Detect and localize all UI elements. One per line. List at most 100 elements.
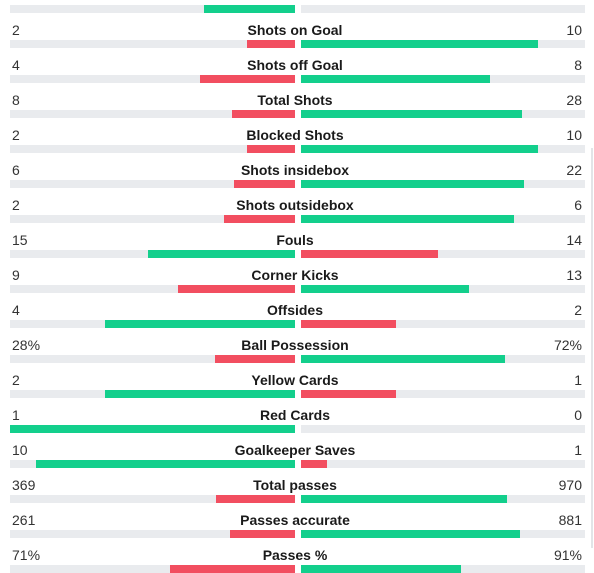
- home-bar-fill: [147, 250, 295, 258]
- stat-label: Goalkeeper Saves: [234, 442, 356, 458]
- home-bar-fill: [231, 110, 295, 118]
- scrollbar-edge: [591, 148, 593, 548]
- away-bar-track: [301, 285, 585, 293]
- home-bar-track: [10, 320, 295, 328]
- home-value: 4: [12, 302, 20, 318]
- home-bar-track: [10, 75, 295, 83]
- away-bar-track: [301, 530, 585, 538]
- away-bar-track: [301, 425, 585, 433]
- home-bar-fill: [170, 565, 295, 573]
- away-bar-track: [301, 180, 585, 188]
- home-value: 28%: [12, 337, 41, 353]
- stat-row: 28% Ball Possession 72%: [0, 328, 590, 363]
- away-bar-track: [301, 5, 585, 13]
- stat-row: 2 Shots on Goal 10: [0, 13, 590, 48]
- stat-label: Shots outsidebox: [236, 197, 354, 213]
- away-value: 6: [574, 197, 582, 213]
- home-bar-fill: [35, 460, 295, 468]
- home-value: 15: [12, 232, 28, 248]
- home-bar-track: [10, 110, 295, 118]
- home-value: 71%: [12, 547, 41, 563]
- home-value: 2: [12, 127, 20, 143]
- away-bar-fill: [301, 320, 396, 328]
- stat-row: 10 Goalkeeper Saves 1: [0, 433, 590, 468]
- away-bar-fill: [301, 460, 327, 468]
- stat-row: 369 Total passes 970: [0, 468, 590, 503]
- home-value: 6: [12, 162, 20, 178]
- away-bar-track: [301, 75, 585, 83]
- home-bar-track: [10, 530, 295, 538]
- stat-label: Passes %: [262, 547, 328, 563]
- home-bar-track: [10, 565, 295, 573]
- stat-label: Shots on Goal: [247, 22, 343, 38]
- stat-label: Fouls: [276, 232, 314, 248]
- home-bar-track: [10, 145, 295, 153]
- away-value: 2: [574, 302, 582, 318]
- home-value: 261: [12, 512, 36, 528]
- stat-label: Total Shots: [257, 92, 333, 108]
- stat-row: 6 Shots insidebox 22: [0, 153, 590, 188]
- away-bar-fill: [301, 530, 520, 538]
- away-bar-track: [301, 495, 585, 503]
- home-bar-fill: [247, 145, 295, 153]
- away-value: 970: [558, 477, 582, 493]
- away-value: 881: [558, 512, 582, 528]
- away-bar-track: [301, 250, 585, 258]
- home-bar-track: [10, 390, 295, 398]
- stat-row: 71% Passes % 91%: [0, 538, 590, 573]
- stat-row: 9 Corner Kicks 13: [0, 258, 590, 293]
- away-bar-track: [301, 355, 585, 363]
- away-value: 8: [574, 57, 582, 73]
- home-bar-fill: [104, 320, 295, 328]
- stat-label: Red Cards: [259, 407, 331, 423]
- stat-row: 261 Passes accurate 881: [0, 503, 590, 538]
- away-bar-track: [301, 460, 585, 468]
- away-bar-fill: [301, 250, 439, 258]
- stat-label: Blocked Shots: [246, 127, 344, 143]
- home-bar-track: [10, 495, 295, 503]
- away-value: 1: [574, 442, 582, 458]
- stat-label: Ball Possession: [241, 337, 349, 353]
- home-bar-track: [10, 180, 295, 188]
- home-value: 2: [12, 22, 20, 38]
- stat-row: 2 Blocked Shots 10: [0, 118, 590, 153]
- home-bar-fill: [215, 355, 295, 363]
- away-value: 14: [566, 232, 582, 248]
- away-value: 13: [566, 267, 582, 283]
- home-value: 10: [12, 442, 28, 458]
- home-bar-track: [10, 250, 295, 258]
- away-value: 22: [566, 162, 582, 178]
- away-value: 10: [566, 22, 582, 38]
- home-bar-fill: [234, 180, 295, 188]
- away-bar-fill: [301, 355, 506, 363]
- home-value: 2: [12, 197, 20, 213]
- home-bar-track: [10, 285, 295, 293]
- home-bar-fill: [10, 425, 295, 433]
- away-bar-track: [301, 320, 585, 328]
- home-bar-track: [10, 460, 295, 468]
- home-bar-fill: [229, 530, 295, 538]
- home-value: 9: [12, 267, 20, 283]
- stat-row: 4 Offsides 2: [0, 293, 590, 328]
- home-value: 2: [12, 372, 20, 388]
- away-bar-fill: [301, 75, 491, 83]
- away-bar-fill: [301, 40, 538, 48]
- stat-row: 8 Total Shots 28: [0, 83, 590, 118]
- home-bar-fill: [178, 285, 295, 293]
- stat-label: Shots insidebox: [240, 162, 350, 178]
- home-value: 369: [12, 477, 36, 493]
- home-bar-track: [10, 5, 295, 13]
- away-value: 10: [566, 127, 582, 143]
- away-value: 28: [566, 92, 582, 108]
- away-bar-track: [301, 565, 585, 573]
- away-bar-fill: [301, 565, 461, 573]
- home-bar-fill: [247, 40, 295, 48]
- stat-row: 15 Fouls 14: [0, 223, 590, 258]
- away-bar-track: [301, 390, 585, 398]
- home-bar-fill: [104, 390, 295, 398]
- away-bar-track: [301, 40, 585, 48]
- away-value: 1: [574, 372, 582, 388]
- stat-row: 4 Shots off Goal 8: [0, 48, 590, 83]
- stat-label: Corner Kicks: [251, 267, 339, 283]
- home-bar-fill: [216, 495, 295, 503]
